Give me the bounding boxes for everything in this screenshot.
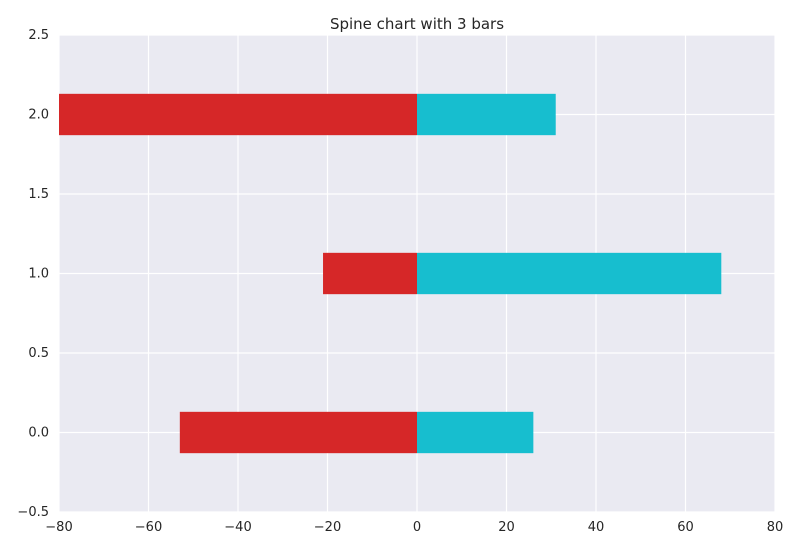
x-tick-label: −40 xyxy=(224,520,251,535)
y-tick-label: 2.0 xyxy=(28,108,49,123)
x-tick-label: −60 xyxy=(135,520,162,535)
y-tick-label: 0.0 xyxy=(28,426,49,441)
positive-bar-2 xyxy=(417,93,556,136)
x-tick-label: 20 xyxy=(498,520,515,535)
positive-bar-1 xyxy=(417,252,722,295)
bars xyxy=(59,93,722,454)
x-tick-label: 60 xyxy=(677,520,694,535)
y-axis: −0.5 0.0 0.5 1.0 1.5 2.0 2.5 xyxy=(17,28,49,520)
x-tick-label: −20 xyxy=(314,520,341,535)
x-tick-label: 80 xyxy=(767,520,784,535)
y-tick-label: −0.5 xyxy=(17,505,49,520)
positive-bar-0 xyxy=(417,411,534,454)
negative-bar-2 xyxy=(59,93,417,136)
chart-title: Spine chart with 3 bars xyxy=(330,15,504,33)
negative-bar-0 xyxy=(179,411,417,454)
negative-bar-1 xyxy=(323,252,417,295)
x-axis: −80 −60 −40 −20 0 20 40 60 80 xyxy=(45,520,783,535)
y-tick-label: 0.5 xyxy=(28,346,49,361)
y-tick-label: 1.5 xyxy=(28,187,49,202)
x-tick-label: 0 xyxy=(413,520,421,535)
y-tick-label: 2.5 xyxy=(28,28,49,43)
x-tick-label: −80 xyxy=(45,520,72,535)
x-tick-label: 40 xyxy=(588,520,605,535)
y-tick-label: 1.0 xyxy=(28,267,49,282)
